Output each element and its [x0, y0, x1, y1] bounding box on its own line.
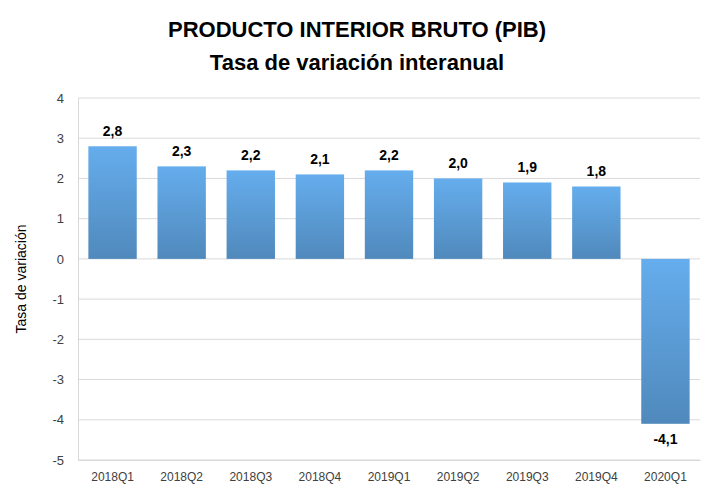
- grid-line: [78, 98, 700, 99]
- y-tick: 2: [57, 171, 78, 186]
- y-tick-label: 4: [57, 91, 64, 106]
- y-tick: 1: [57, 211, 78, 226]
- y-tick-label: -3: [52, 372, 64, 387]
- bar: [572, 186, 620, 258]
- bars: [88, 146, 689, 424]
- y-tick-label: -1: [52, 292, 64, 307]
- x-tick: 2018Q4: [299, 470, 342, 484]
- x-tick: 2018Q3: [229, 470, 272, 484]
- bar: [157, 166, 205, 259]
- data-label: 2,8: [103, 123, 123, 139]
- data-label: 2,2: [241, 147, 261, 163]
- bar: [434, 178, 482, 258]
- y-axis-title: Tasa de variación: [13, 225, 29, 334]
- x-tick-label: 2019Q1: [368, 470, 411, 484]
- bar: [365, 170, 413, 258]
- x-tick: 2018Q1: [91, 470, 134, 484]
- x-axis-line: [79, 460, 701, 461]
- x-tick-label: 2019Q4: [575, 470, 618, 484]
- data-labels: 2,8 2,3 2,2 2,1 2,2 2,0 1,9 1,8 -4,1: [103, 123, 678, 447]
- x-tick-label: 2018Q4: [299, 470, 342, 484]
- y-tick-label: -5: [52, 453, 64, 468]
- x-tick: 2019Q4: [575, 470, 618, 484]
- x-tick-label: 2020Q1: [644, 470, 687, 484]
- data-label: 2,2: [379, 147, 399, 163]
- plot: -5-4-3-2-1012342018Q12018Q22018Q32018Q42…: [52, 91, 700, 484]
- y-tick: -3: [52, 372, 78, 387]
- grid-line: [78, 419, 700, 420]
- y-tick: -4: [52, 412, 78, 427]
- data-label: 1,9: [517, 159, 537, 175]
- x-tick: 2019Q2: [437, 470, 480, 484]
- x-axis: 2018Q1 2018Q2 2018Q3 2018Q4 2019Q1 2019Q2 2019…: [79, 461, 701, 484]
- x-tick: 2019Q1: [368, 470, 411, 484]
- y-tick-label: 0: [57, 252, 64, 267]
- y-tick-label: 1: [57, 211, 64, 226]
- y-tick: 0: [57, 252, 78, 267]
- bar: [641, 259, 689, 424]
- data-label: -4,1: [653, 431, 677, 447]
- x-tick-label: 2019Q3: [506, 470, 549, 484]
- y-tick-label: 3: [57, 131, 64, 146]
- bar: [296, 174, 344, 258]
- y-tick-label: 2: [57, 171, 64, 186]
- y-tick: -1: [52, 292, 78, 307]
- bar: [503, 182, 551, 258]
- y-tick-label: -4: [52, 412, 64, 427]
- x-tick: 2018Q2: [160, 470, 203, 484]
- x-tick-label: 2018Q2: [160, 470, 203, 484]
- x-tick: 2019Q3: [506, 470, 549, 484]
- grid: [78, 98, 700, 460]
- grid-line: [78, 339, 700, 340]
- chart: PRODUCTO INTERIOR BRUTO (PIB) Tasa de var…: [0, 0, 714, 499]
- data-label: 2,3: [172, 143, 192, 159]
- x-tick-label: 2018Q1: [91, 470, 134, 484]
- x-tick-label: 2018Q3: [229, 470, 272, 484]
- bar: [88, 146, 136, 259]
- y-tick-label: -2: [52, 332, 64, 347]
- grid-line: [78, 379, 700, 380]
- x-tick: 2020Q1: [644, 470, 687, 484]
- grid-line: [78, 299, 700, 300]
- grid-line: [78, 460, 700, 461]
- y-tick: -2: [52, 332, 78, 347]
- x-tick-label: 2019Q2: [437, 470, 480, 484]
- y-axis-line: [78, 99, 79, 461]
- y-axis: -5 -4 -3 -2 -1 0 1 2 3 4: [52, 91, 78, 468]
- y-tick: -5: [52, 453, 78, 468]
- bar: [227, 170, 275, 258]
- y-tick: 4: [57, 91, 78, 106]
- y-tick: 3: [57, 131, 78, 146]
- title: PRODUCTO INTERIOR BRUTO (PIB): [168, 17, 546, 42]
- grid-line: [78, 138, 700, 139]
- data-label: 1,8: [587, 163, 607, 179]
- data-label: 2,0: [448, 155, 468, 171]
- data-label: 2,1: [310, 151, 330, 167]
- subtitle: Tasa de variación interanual: [210, 50, 504, 75]
